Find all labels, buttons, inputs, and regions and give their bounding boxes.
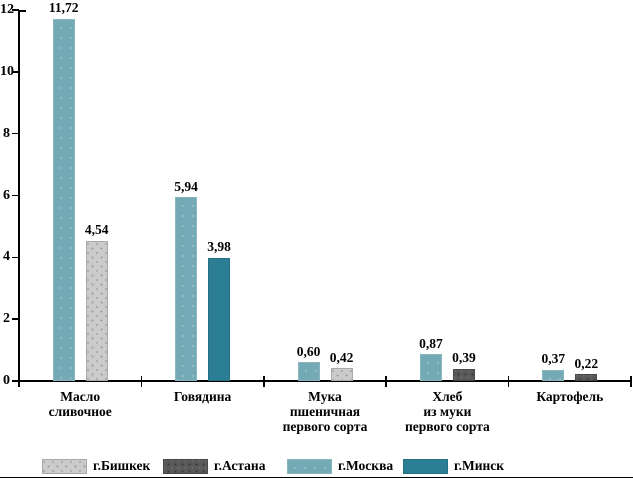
legend-label: г.Минск [454,458,505,473]
bar-value-label: 4,54 [84,222,109,238]
bar [175,197,198,381]
y-axis-tick-label: 8 [3,125,10,141]
bar-value-label: 0,42 [329,349,354,365]
category-label: первого сорта [405,419,490,434]
category-label: Мука [308,389,342,404]
y-axis-tick-label: 10 [0,63,14,79]
legend-swatch [42,459,87,474]
bar-value-label: 0,39 [452,350,476,366]
y-axis-tick-label: 2 [3,311,10,327]
x-axis-tick [140,376,143,387]
bar [52,18,75,381]
bar-value-label: 0,22 [574,355,599,371]
y-axis-line [18,10,20,387]
figure-bottom-border [0,476,633,478]
legend-swatch [403,459,448,474]
bar-value-label: 3,98 [207,239,231,255]
bar [419,354,442,381]
legend-label: г.Москва [338,458,394,473]
y-axis-tick [11,380,19,382]
bar [85,240,108,381]
y-axis-tick-label: 0 [3,373,10,388]
y-axis-tick-label: 12 [0,2,14,17]
bar [542,369,565,381]
legend-label: г.Астана [214,458,266,473]
y-axis-top-tick [19,10,26,12]
bar-value-label: 0,87 [419,335,443,351]
bar-value-label: 0,60 [296,343,321,359]
y-axis-tick-label: 6 [3,187,10,203]
category-label: сливочное [48,404,112,419]
x-axis-tick [630,376,632,387]
category-label: из муки [423,404,472,419]
bar [575,374,598,381]
legend-label: г.Бишкек [93,458,151,473]
y-axis-tick [11,9,19,11]
legend-swatch [163,459,208,474]
bar [330,368,353,381]
y-axis-tick [11,71,19,73]
bar-value-label: 11,72 [48,0,79,16]
y-axis-tick-label: 4 [3,249,10,265]
category-label: пшеничная [289,404,361,419]
category-label: Хлеб [432,389,463,404]
bar [452,368,475,381]
category-label: Масло [60,389,101,404]
x-axis-tick [507,376,510,387]
category-label: Картофель [536,389,604,404]
x-axis-line [18,379,631,383]
bar-value-label: 0,37 [541,351,566,367]
x-axis-tick [385,376,388,387]
x-axis-tick [262,376,265,387]
y-axis-tick [11,194,19,197]
bar [297,362,320,381]
y-axis-tick [11,318,19,320]
bar [208,257,231,381]
y-axis-tick [11,256,19,259]
category-label: первого сорта [282,419,368,434]
legend-swatch [287,459,332,474]
y-axis-tick [11,132,19,135]
bar-value-label: 5,94 [174,178,198,194]
category-label: Говядина [173,389,232,404]
